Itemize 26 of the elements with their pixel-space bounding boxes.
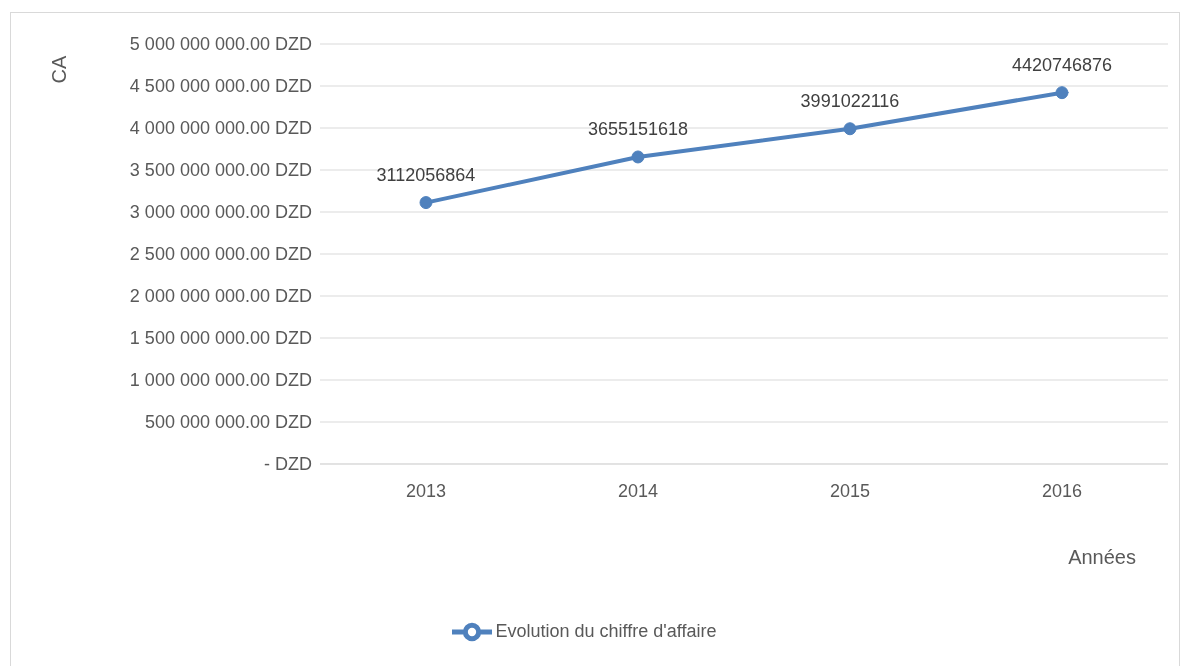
data-label: 3655151618 [587, 118, 689, 139]
point [419, 196, 433, 210]
y-tick-label: 500 000 000.00 DZD [144, 412, 312, 433]
point [1055, 86, 1069, 100]
y-tick-label: 2 000 000 000.00 DZD [129, 286, 312, 307]
point [843, 122, 857, 136]
data-label: 3112056864 [376, 164, 476, 185]
y-tick-label: 5 000 000 000.00 DZD [129, 34, 312, 55]
y-tick-label: 2 500 000 000.00 DZD [129, 244, 312, 265]
y-tick-label: - DZD [264, 454, 312, 475]
y-tick-label: 1 500 000 000.00 DZD [129, 328, 312, 349]
legend-label: Evolution du chiffre d'affaire [495, 620, 717, 641]
y-tick-label: 1 000 000 000.00 DZD [129, 370, 312, 391]
data-label: 3991022116 [800, 90, 900, 111]
data-label: 4420746876 [1011, 54, 1113, 75]
y-tick-label: 3 000 000 000.00 DZD [129, 202, 312, 223]
y-tick-label: 3 500 000 000.00 DZD [129, 160, 312, 181]
y-tick-label: 4 500 000 000.00 DZD [129, 76, 312, 97]
point [631, 150, 645, 164]
x-tick-label: 2013 [405, 480, 447, 501]
x-tick-label: 2016 [1041, 480, 1083, 501]
y-axis-title: CA [48, 55, 72, 84]
x-axis-title: Années [1068, 546, 1136, 569]
y-tick-label: 4 000 000 000.00 DZD [129, 118, 312, 139]
x-tick-label: 2014 [617, 480, 659, 501]
x-tick-label: 2015 [829, 480, 871, 501]
